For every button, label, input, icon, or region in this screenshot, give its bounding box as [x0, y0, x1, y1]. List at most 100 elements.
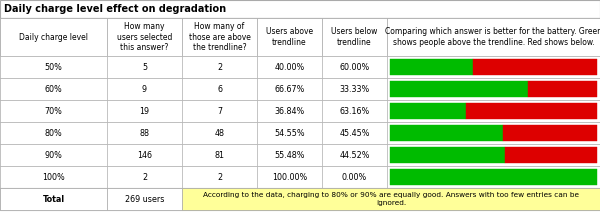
Bar — [0, 188, 600, 210]
Text: 54.55%: 54.55% — [274, 128, 305, 138]
Bar — [182, 18, 257, 56]
Text: 90%: 90% — [44, 151, 62, 160]
Text: 60.00%: 60.00% — [340, 62, 370, 72]
Bar — [390, 59, 473, 75]
Text: 88: 88 — [139, 128, 149, 138]
Text: How many of
those are above
the trendline?: How many of those are above the trendlin… — [188, 22, 250, 52]
Text: 60%: 60% — [44, 85, 62, 94]
Text: 6: 6 — [217, 85, 222, 94]
Text: 269 users: 269 users — [125, 194, 164, 203]
Bar — [182, 144, 257, 166]
Text: 146: 146 — [137, 151, 152, 160]
Text: 80%: 80% — [44, 128, 62, 138]
Bar — [0, 166, 600, 188]
Bar — [466, 103, 597, 119]
Bar — [257, 144, 322, 166]
Bar — [473, 59, 597, 75]
Bar — [182, 166, 257, 188]
Bar — [0, 56, 107, 78]
Text: 9: 9 — [142, 85, 147, 94]
Text: 0.00%: 0.00% — [342, 173, 367, 181]
Text: Users below
trendline: Users below trendline — [331, 27, 377, 47]
Text: 2: 2 — [142, 173, 147, 181]
Bar — [182, 78, 257, 100]
Bar — [0, 122, 107, 144]
Text: How many
users selected
this answer?: How many users selected this answer? — [117, 22, 172, 52]
Bar — [182, 56, 257, 78]
Text: Daily charge level: Daily charge level — [19, 33, 88, 42]
Text: 55.48%: 55.48% — [274, 151, 305, 160]
Bar — [0, 144, 107, 166]
Bar — [322, 18, 387, 56]
Bar — [182, 100, 257, 122]
Text: Daily charge level effect on degradation: Daily charge level effect on degradation — [4, 4, 226, 14]
Bar — [390, 125, 503, 141]
Text: 50%: 50% — [44, 62, 62, 72]
Bar — [257, 166, 322, 188]
Text: According to the data, charging to 80% or 90% are equally good. Answers with too: According to the data, charging to 80% o… — [203, 193, 579, 206]
Bar — [528, 81, 597, 97]
Bar — [390, 147, 505, 163]
Text: 40.00%: 40.00% — [274, 62, 305, 72]
Bar — [322, 122, 387, 144]
Text: 5: 5 — [142, 62, 147, 72]
Bar — [0, 56, 600, 78]
Text: 66.67%: 66.67% — [274, 85, 305, 94]
Bar — [387, 122, 600, 144]
Bar — [0, 78, 107, 100]
Bar — [387, 78, 600, 100]
Bar — [257, 100, 322, 122]
Bar — [107, 166, 182, 188]
Bar — [182, 188, 600, 210]
Bar — [322, 144, 387, 166]
Bar — [107, 56, 182, 78]
Text: 36.84%: 36.84% — [274, 106, 305, 115]
Text: 7: 7 — [217, 106, 222, 115]
Bar — [505, 147, 597, 163]
Text: 19: 19 — [139, 106, 149, 115]
Bar — [0, 166, 107, 188]
Bar — [0, 78, 600, 100]
Bar — [387, 144, 600, 166]
Bar — [390, 81, 528, 97]
Bar — [0, 0, 600, 18]
Text: Comparing which answer is better for the battery. Green
shows people above the t: Comparing which answer is better for the… — [385, 27, 600, 47]
Text: 44.52%: 44.52% — [339, 151, 370, 160]
Bar — [257, 122, 322, 144]
Bar — [0, 100, 107, 122]
Text: 45.45%: 45.45% — [339, 128, 370, 138]
Bar — [387, 100, 600, 122]
Bar — [257, 18, 322, 56]
Bar — [107, 122, 182, 144]
Text: 48: 48 — [215, 128, 224, 138]
Text: 33.33%: 33.33% — [340, 85, 370, 94]
Bar — [322, 166, 387, 188]
Bar — [107, 188, 182, 210]
Bar — [0, 188, 107, 210]
Text: Users above
trendline: Users above trendline — [266, 27, 313, 47]
Bar — [0, 144, 600, 166]
Text: 63.16%: 63.16% — [340, 106, 370, 115]
Text: 100%: 100% — [42, 173, 65, 181]
Bar — [387, 166, 600, 188]
Text: 81: 81 — [215, 151, 224, 160]
Bar — [387, 56, 600, 78]
Bar — [182, 122, 257, 144]
Bar — [0, 18, 107, 56]
Bar — [390, 169, 597, 185]
Bar — [387, 18, 600, 56]
Bar — [0, 122, 600, 144]
Text: 2: 2 — [217, 173, 222, 181]
Bar — [257, 78, 322, 100]
Text: 70%: 70% — [44, 106, 62, 115]
Text: Total: Total — [43, 194, 65, 203]
Bar — [390, 103, 466, 119]
Bar — [107, 78, 182, 100]
Bar — [322, 100, 387, 122]
Bar — [107, 18, 182, 56]
Bar — [257, 56, 322, 78]
Text: 100.00%: 100.00% — [272, 173, 307, 181]
Bar — [0, 18, 600, 56]
Text: 2: 2 — [217, 62, 222, 72]
Bar — [322, 56, 387, 78]
